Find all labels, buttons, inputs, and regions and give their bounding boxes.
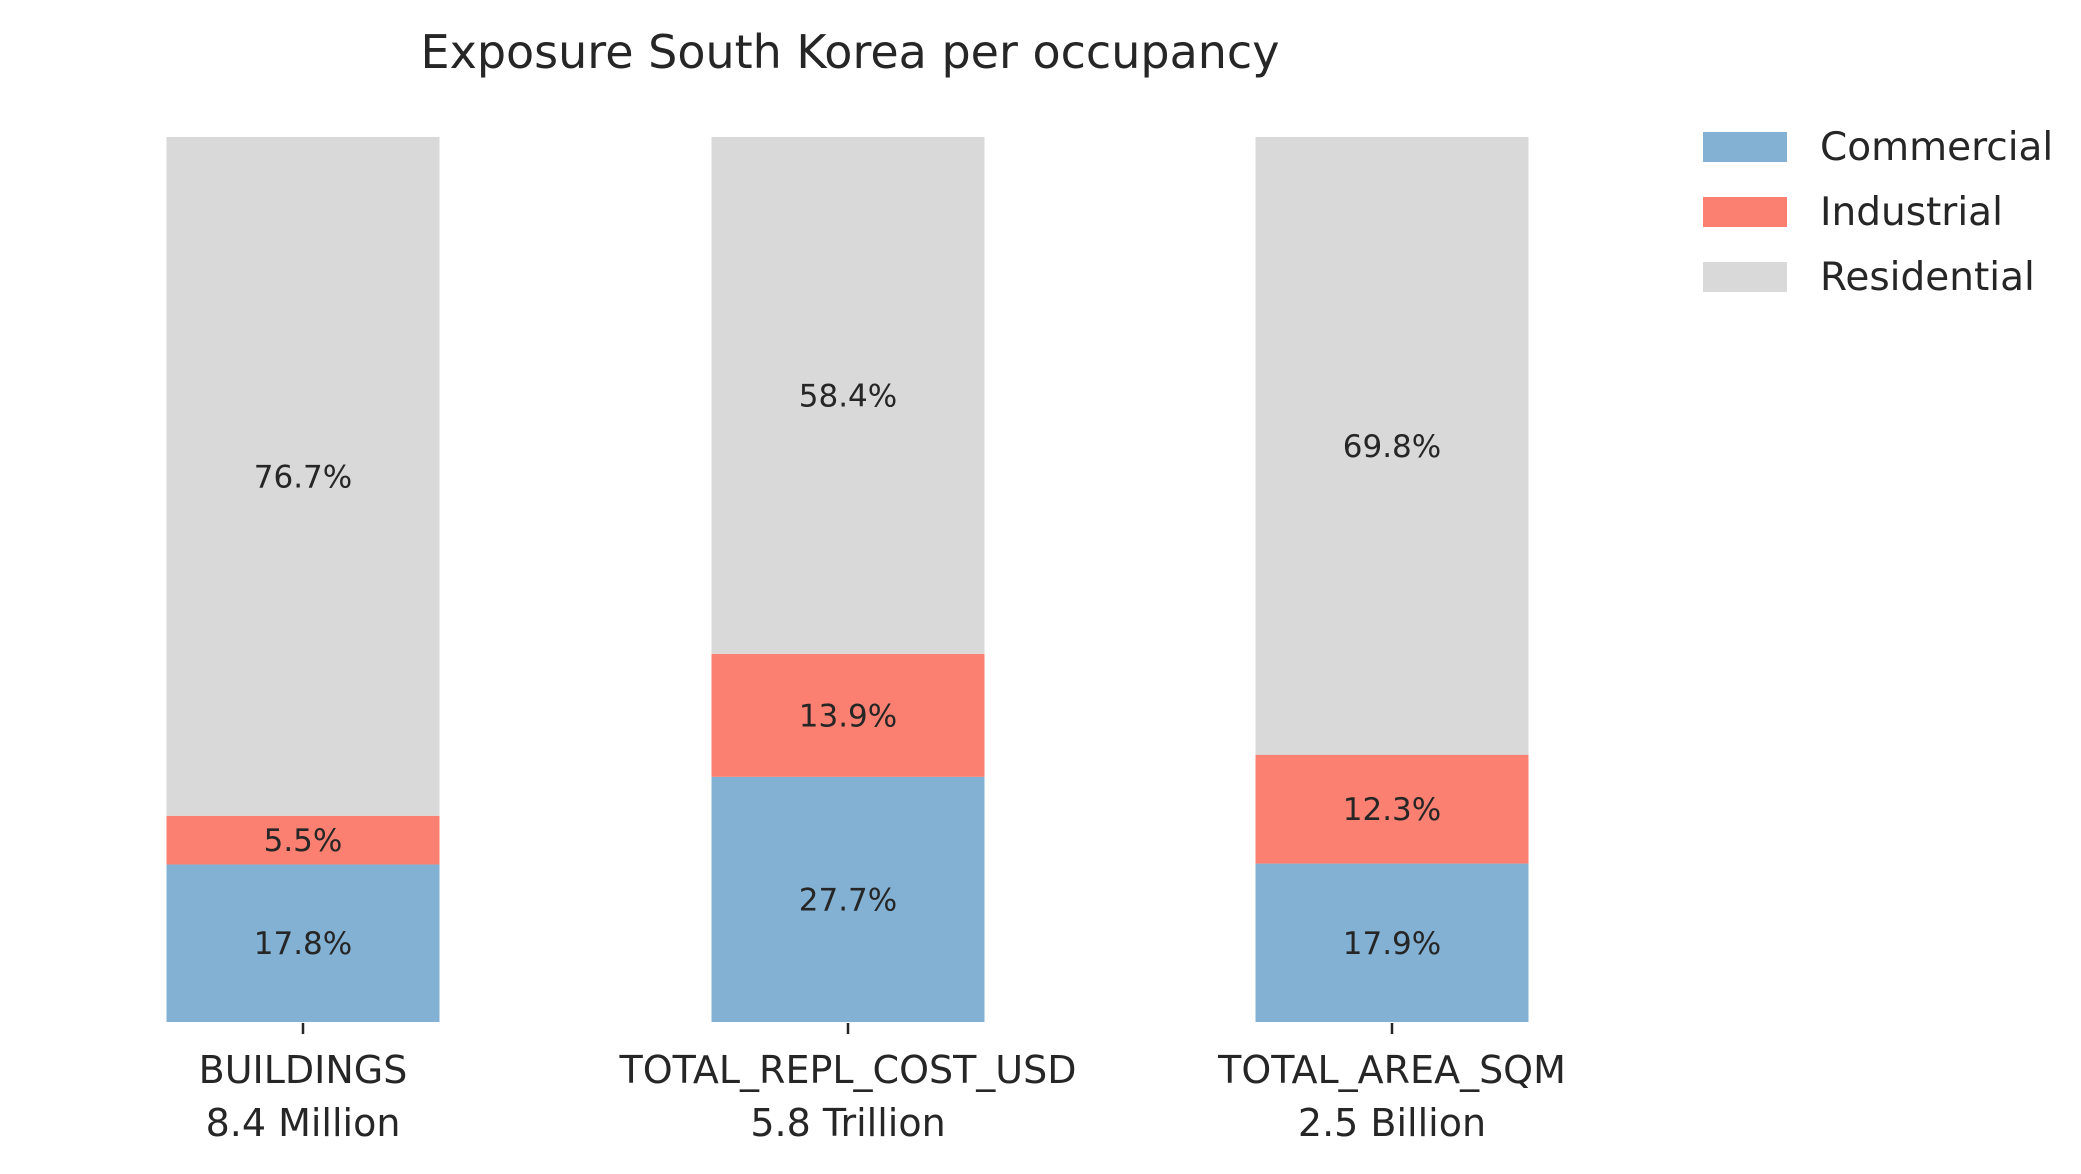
x-total-label-1: 8.4 Million [206, 1101, 401, 1145]
data-label-residential-2: 58.4% [799, 378, 897, 414]
legend-label-commercial: Commercial [1820, 125, 2053, 170]
data-label-industrial-1: 5.5% [264, 823, 343, 859]
bar-segment-commercial-1 [166, 864, 440, 1022]
bar-segment-commercial-3 [1255, 863, 1529, 1022]
bar-segment-residential-1 [166, 137, 440, 816]
data-label-commercial-2: 27.7% [799, 882, 897, 918]
data-label-industrial-2: 13.9% [799, 698, 897, 734]
legend: Commercial Industrial Residential [1703, 125, 2053, 300]
data-labels-group: 17.8% 5.5% 76.7% 27.7% 13.9% 58.4% 17.9% 12.3% 6… [254, 378, 1441, 962]
legend-swatch-residential [1703, 262, 1787, 292]
data-label-commercial-1: 17.8% [254, 926, 352, 962]
x-tick-label-3: TOTAL_AREA_SQM [1217, 1048, 1566, 1092]
bar-segment-residential-2 [711, 137, 985, 654]
x-tick-label-2: TOTAL_REPL_COST_USD [618, 1048, 1076, 1092]
legend-label-industrial: Industrial [1820, 190, 2003, 235]
bar-segment-commercial-2 [711, 776, 985, 1022]
bars-group [166, 137, 1529, 1022]
data-label-commercial-3: 17.9% [1343, 926, 1441, 962]
x-axis: BUILDINGS 8.4 Million TOTAL_REPL_COST_USD 5… [199, 1023, 1566, 1145]
bar-segment-industrial-1 [166, 815, 440, 865]
bar-segment-industrial-3 [1255, 754, 1529, 864]
x-tick-label-1: BUILDINGS [199, 1048, 408, 1092]
data-label-industrial-3: 12.3% [1343, 792, 1441, 828]
chart-title: Exposure South Korea per occupancy [421, 25, 1280, 79]
data-label-residential-1: 76.7% [254, 459, 352, 495]
legend-swatch-industrial [1703, 197, 1787, 227]
bar-segment-industrial-2 [711, 653, 985, 777]
bar-segment-residential-3 [1255, 137, 1529, 755]
x-total-label-3: 2.5 Billion [1298, 1101, 1486, 1145]
legend-label-residential: Residential [1820, 255, 2035, 300]
data-label-residential-3: 69.8% [1343, 429, 1441, 465]
legend-swatch-commercial [1703, 132, 1787, 162]
x-total-label-2: 5.8 Trillion [750, 1101, 945, 1145]
